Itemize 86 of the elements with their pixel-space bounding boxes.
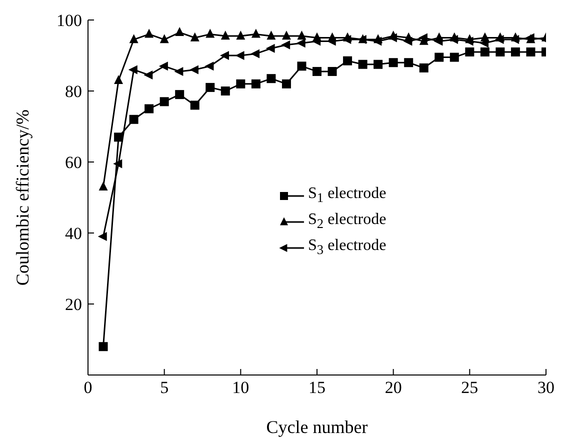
- point: [204, 62, 214, 71]
- point: [206, 82, 215, 92]
- point: [282, 30, 291, 40]
- point: [465, 47, 474, 56]
- point: [189, 65, 198, 74]
- y-tick-label: 60: [65, 153, 82, 172]
- legend-label: S$_{1}$ electrode: [308, 184, 386, 208]
- point: [450, 52, 459, 62]
- point: [372, 36, 382, 46]
- point: [388, 58, 398, 68]
- point: [144, 70, 153, 80]
- point: [418, 33, 428, 42]
- y-tick-label: 80: [65, 82, 82, 102]
- point: [129, 34, 138, 44]
- point: [160, 97, 169, 106]
- point: [266, 74, 276, 84]
- point: [114, 132, 124, 142]
- point: [175, 27, 184, 36]
- point: [404, 58, 414, 68]
- point: [282, 79, 291, 88]
- point: [388, 33, 397, 42]
- point: [328, 66, 337, 76]
- x-tick-label: 5: [160, 378, 169, 398]
- point: [374, 60, 383, 69]
- point: [98, 232, 107, 242]
- point: [449, 35, 458, 44]
- point: [114, 74, 124, 84]
- point: [175, 90, 184, 100]
- y-tick-label: 40: [65, 224, 82, 244]
- y-tick-label: 20: [65, 295, 82, 314]
- y-tick-label: 100: [56, 11, 82, 30]
- point: [144, 104, 154, 114]
- point: [494, 35, 504, 44]
- point: [419, 63, 428, 72]
- x-tick-label: 10: [232, 378, 250, 398]
- point: [174, 66, 184, 76]
- point: [297, 62, 306, 71]
- point: [129, 114, 138, 124]
- point: [480, 47, 490, 56]
- legend-label: S$_{2}$ electrode: [308, 210, 386, 234]
- point: [434, 52, 444, 62]
- point: [236, 30, 246, 40]
- point: [510, 35, 520, 44]
- point: [296, 38, 306, 48]
- point: [312, 36, 321, 46]
- point: [297, 30, 306, 40]
- point: [235, 51, 244, 60]
- point: [190, 100, 200, 110]
- point: [236, 79, 246, 88]
- point: [220, 30, 230, 40]
- point: [128, 65, 138, 74]
- point: [160, 34, 169, 44]
- x-tick-label: 20: [384, 378, 402, 398]
- x-tick-label: 15: [308, 378, 326, 398]
- point: [144, 28, 154, 38]
- point: [358, 60, 368, 69]
- point: [266, 30, 276, 40]
- point: [220, 51, 229, 60]
- point: [496, 47, 505, 56]
- point: [251, 28, 260, 38]
- x-tick-label: 25: [461, 378, 478, 398]
- point: [190, 32, 200, 42]
- point: [251, 79, 260, 88]
- point: [480, 38, 489, 48]
- x-axis-title: Cycle number: [266, 417, 368, 437]
- point: [113, 159, 122, 168]
- point: [158, 62, 168, 71]
- point: [342, 35, 352, 44]
- point: [526, 47, 536, 56]
- point: [206, 28, 215, 38]
- point: [343, 56, 352, 66]
- legend-label: S$_{3}$ electrode: [308, 236, 386, 260]
- point: [312, 66, 322, 76]
- point: [266, 44, 275, 53]
- x-tick-label: 0: [84, 378, 92, 398]
- y-axis-title: Coulombic efficiency/%: [12, 109, 32, 286]
- point: [403, 36, 412, 46]
- point: [98, 342, 108, 352]
- point: [510, 47, 520, 56]
- x-tick-label: 30: [538, 378, 554, 398]
- point: [250, 49, 260, 58]
- point: [281, 40, 290, 50]
- point: [220, 86, 230, 96]
- point: [464, 36, 474, 46]
- point: [98, 181, 108, 190]
- point: [434, 36, 443, 46]
